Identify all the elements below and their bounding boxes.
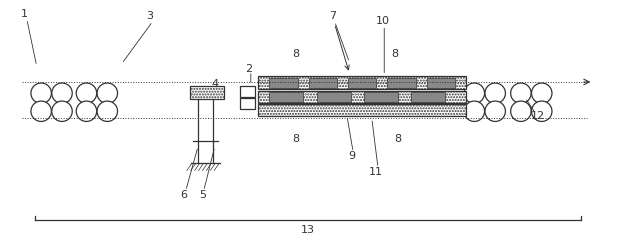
Ellipse shape (485, 83, 506, 103)
Bar (364, 92, 398, 102)
Text: 6: 6 (180, 190, 187, 200)
Text: 12: 12 (531, 111, 545, 121)
Bar (258, 76, 466, 89)
Bar (258, 91, 466, 103)
Text: 9: 9 (348, 151, 355, 161)
Text: 3: 3 (146, 11, 153, 21)
Ellipse shape (532, 101, 552, 122)
Text: 4: 4 (211, 79, 218, 89)
Text: 5: 5 (199, 190, 206, 200)
Bar (258, 104, 466, 116)
Ellipse shape (532, 83, 552, 103)
Bar (388, 78, 415, 88)
Text: 13: 13 (301, 225, 315, 235)
Bar (239, 86, 255, 97)
Bar (309, 78, 337, 88)
Text: 7: 7 (329, 11, 337, 21)
Bar (427, 78, 455, 88)
Ellipse shape (31, 83, 52, 103)
Bar (348, 78, 376, 88)
Ellipse shape (77, 83, 96, 103)
Bar (317, 92, 351, 102)
Text: 11: 11 (369, 167, 383, 177)
Ellipse shape (511, 83, 531, 103)
Bar (258, 76, 466, 89)
Text: 2: 2 (245, 64, 253, 74)
Bar (190, 86, 224, 99)
Bar (411, 92, 445, 102)
Bar (258, 104, 466, 116)
Ellipse shape (52, 83, 72, 103)
Bar (269, 92, 304, 102)
Text: 8: 8 (292, 134, 299, 144)
Bar (239, 98, 255, 109)
Text: 8: 8 (394, 134, 401, 144)
Ellipse shape (52, 101, 72, 122)
Bar (258, 91, 466, 103)
Ellipse shape (511, 101, 531, 122)
Text: 8: 8 (292, 49, 299, 59)
Text: 8: 8 (391, 49, 398, 59)
Text: 1: 1 (21, 9, 28, 19)
Ellipse shape (31, 101, 52, 122)
Ellipse shape (97, 101, 118, 122)
Ellipse shape (97, 83, 118, 103)
Text: 10: 10 (375, 16, 389, 26)
Ellipse shape (77, 101, 96, 122)
Ellipse shape (485, 101, 506, 122)
Bar (190, 86, 224, 99)
Ellipse shape (464, 83, 485, 103)
Ellipse shape (464, 101, 485, 122)
Bar (269, 78, 297, 88)
